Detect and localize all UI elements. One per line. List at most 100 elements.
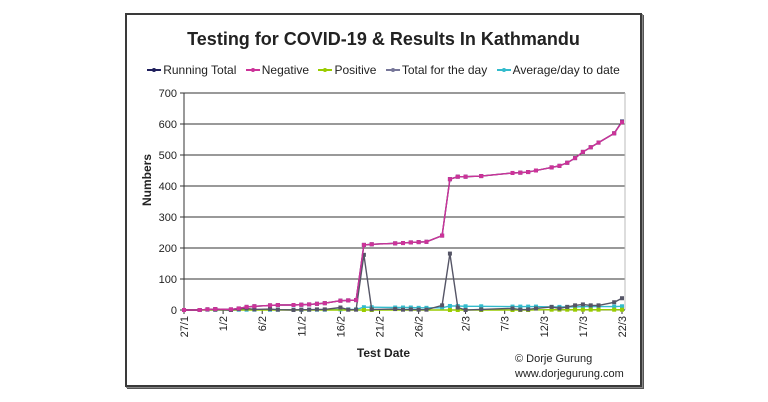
legend-item-positive: Positive (318, 63, 376, 77)
data-point-marker (588, 303, 593, 308)
data-point-marker (455, 174, 460, 179)
data-point-marker (338, 298, 343, 303)
data-point-marker (314, 307, 319, 312)
data-point-marker (408, 240, 413, 245)
data-point-marker (369, 307, 374, 312)
chart-title: Testing for COVID-19 & Results In Kathma… (187, 29, 580, 49)
legend-swatch-icon (496, 68, 511, 72)
credit-author: © Dorje Gurung (515, 353, 593, 365)
data-point-marker (573, 307, 578, 312)
y-tick-label: 0 (171, 305, 177, 317)
x-tick-label: 12/3 (539, 316, 551, 337)
data-point-marker (596, 307, 601, 312)
data-point-marker (440, 233, 445, 238)
series-line (184, 253, 623, 311)
data-point-marker (291, 303, 296, 308)
data-point-marker (612, 304, 617, 309)
data-point-marker (447, 308, 452, 312)
legend-swatch-icon (245, 68, 260, 72)
data-point-marker (213, 307, 218, 312)
data-point-marker (424, 307, 429, 312)
x-tick-label: 16/2 (335, 316, 347, 337)
data-point-marker (573, 156, 578, 161)
data-point-marker (612, 307, 617, 312)
data-point-marker (401, 305, 405, 310)
legend-item-running-total: Running Total (147, 63, 236, 77)
data-point-marker (580, 149, 585, 154)
y-tick-label: 600 (159, 119, 177, 131)
data-point-marker (307, 307, 312, 312)
data-point-marker (393, 241, 398, 246)
x-tick-label: 1/2 (218, 316, 230, 331)
x-tick-label: 21/2 (375, 316, 387, 337)
data-point-marker (447, 303, 452, 308)
data-point-marker (565, 160, 570, 165)
data-point-marker (393, 307, 398, 312)
data-point-marker (463, 308, 468, 312)
legend-item-average: Average/day to date (496, 63, 620, 77)
x-axis-label: Test Date (356, 346, 411, 360)
data-point-marker (620, 296, 624, 301)
data-point-marker (479, 174, 484, 179)
x-tick-label: 26/2 (414, 316, 426, 337)
x-tick-label: 7/3 (500, 316, 512, 331)
data-point-marker (580, 302, 585, 307)
data-point-marker (549, 304, 554, 309)
data-point-marker (307, 302, 312, 307)
data-point-marker (518, 170, 523, 175)
data-point-marker (573, 303, 578, 308)
data-point-marker (463, 304, 468, 309)
x-tick-label: 17/3 (578, 316, 590, 337)
legend-item-negative: Negative (245, 63, 309, 77)
x-tick-label: 11/2 (296, 316, 308, 337)
data-point-marker (346, 298, 351, 303)
data-point-marker (479, 307, 484, 312)
data-point-marker (447, 251, 452, 256)
series-line (184, 121, 623, 311)
x-tick-label: 22/3 (617, 316, 629, 337)
data-point-marker (549, 307, 554, 312)
data-point-marker (361, 305, 366, 310)
data-point-marker (588, 145, 593, 150)
data-point-marker (596, 140, 601, 145)
data-point-marker (612, 131, 617, 136)
data-point-marker (526, 307, 531, 312)
y-tick-label: 500 (159, 150, 177, 162)
data-point-marker (455, 308, 460, 312)
legend-swatch-icon (147, 68, 162, 72)
data-point-marker (440, 303, 445, 308)
data-point-marker (236, 306, 241, 311)
chart-frame: Testing for COVID-19 & Results In Kathma… (125, 13, 642, 387)
y-tick-label: 300 (159, 212, 177, 224)
data-point-marker (447, 177, 452, 182)
data-point-marker (557, 163, 562, 168)
y-tick-label: 200 (159, 243, 177, 255)
data-point-marker (479, 304, 484, 309)
data-point-marker (252, 307, 257, 312)
data-point-marker (588, 307, 593, 312)
data-point-marker (252, 304, 257, 309)
x-tick-label: 2/3 (461, 316, 473, 331)
x-tick-label: 6/2 (257, 316, 269, 331)
data-point-marker (596, 303, 601, 308)
data-point-marker (440, 305, 445, 310)
data-point-marker (369, 242, 374, 247)
data-point-marker (526, 304, 531, 309)
data-point-marker (275, 307, 280, 312)
legend-swatch-icon (385, 68, 400, 72)
data-point-marker (361, 308, 366, 312)
y-tick-label: 400 (159, 181, 177, 193)
data-point-marker (620, 120, 624, 125)
legend-item-total-day: Total for the day (385, 63, 487, 77)
data-point-marker (533, 306, 538, 311)
data-point-marker (620, 307, 624, 312)
data-point-marker (463, 174, 468, 179)
series-line (184, 121, 623, 311)
data-point-marker (299, 307, 304, 312)
data-point-marker (228, 307, 233, 312)
data-point-marker (526, 170, 531, 175)
data-point-marker (244, 304, 249, 309)
data-point-marker (416, 240, 421, 245)
data-point-marker (182, 308, 186, 312)
